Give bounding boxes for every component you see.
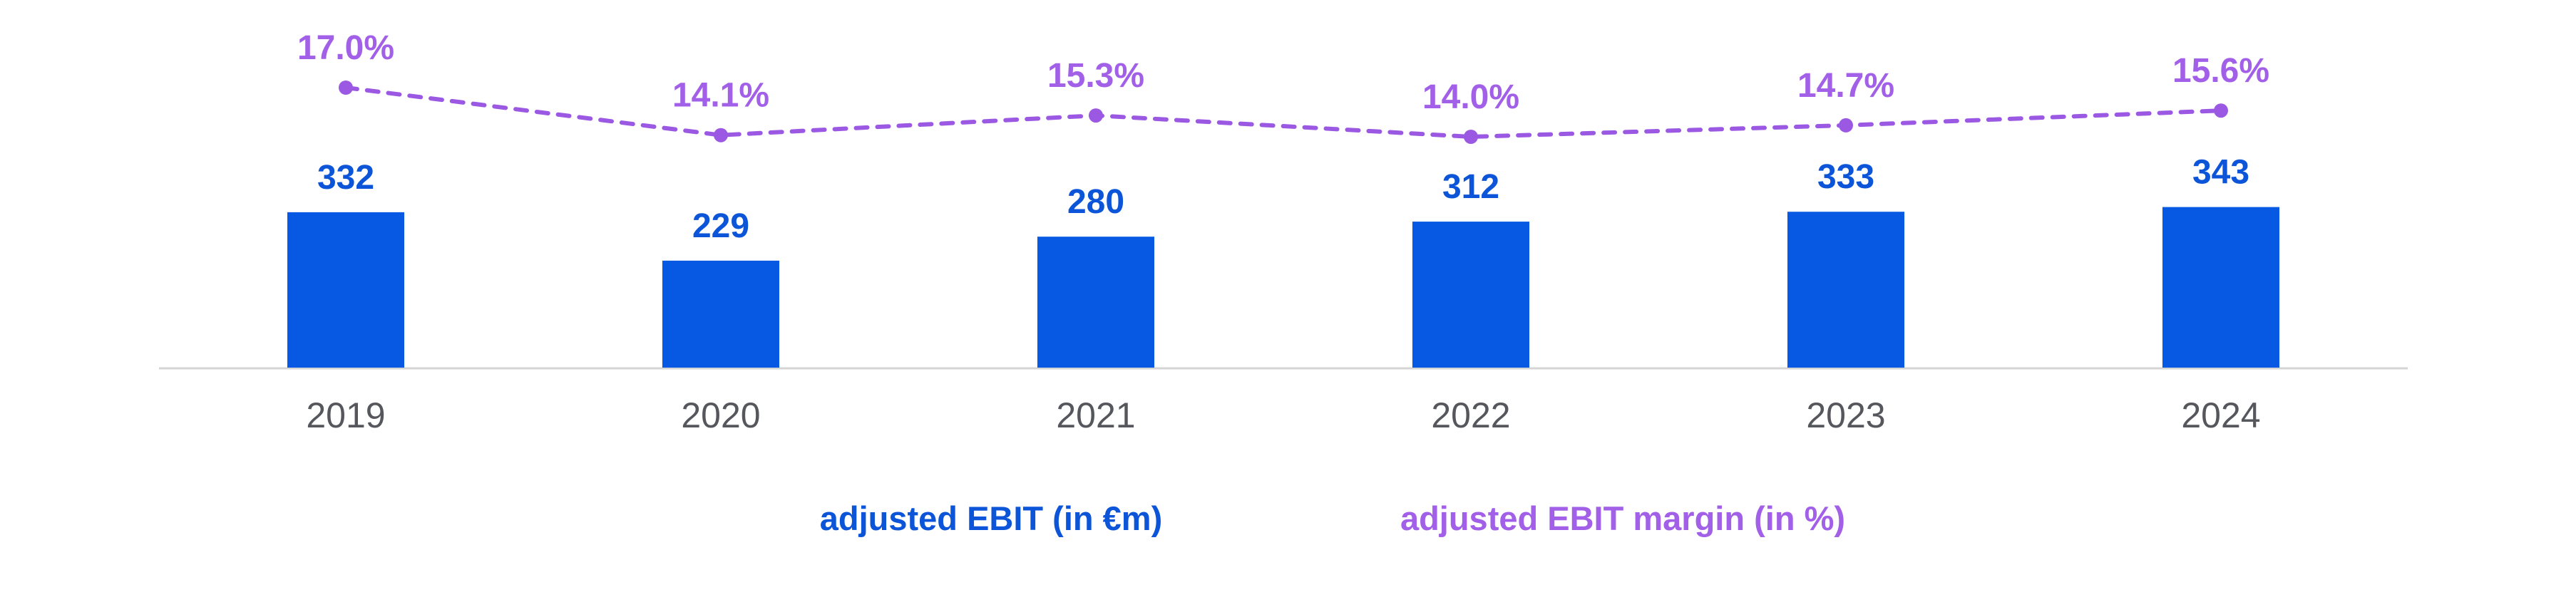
bar-value-label-2021: 280 bbox=[1067, 183, 1124, 221]
bar-2023 bbox=[1787, 212, 1904, 368]
margin-point-2023 bbox=[1839, 118, 1853, 133]
margin-point-2022 bbox=[1464, 130, 1478, 144]
bar-2021 bbox=[1037, 237, 1154, 368]
x-tick-label-2020: 2020 bbox=[681, 395, 760, 435]
bar-value-label-2022: 312 bbox=[1442, 168, 1499, 206]
x-tick-label-2024: 2024 bbox=[2181, 395, 2260, 435]
x-tick-label-2019: 2019 bbox=[306, 395, 385, 435]
bar-value-label-2024: 343 bbox=[2192, 154, 2249, 192]
margin-point-2019 bbox=[339, 81, 353, 95]
legend-adjusted-ebit-margin: adjusted EBIT margin (in %) bbox=[1400, 499, 1846, 537]
margin-label-2022: 14.0% bbox=[1422, 78, 1519, 116]
bar-2024 bbox=[2162, 207, 2279, 368]
x-tick-label-2021: 2021 bbox=[1056, 395, 1135, 435]
margin-label-2023: 14.7% bbox=[1797, 67, 1894, 105]
bar-2020 bbox=[662, 260, 779, 368]
margin-point-2024 bbox=[2214, 103, 2228, 118]
bar-2022 bbox=[1412, 222, 1529, 368]
margin-point-2020 bbox=[714, 128, 728, 142]
margin-dashed-line bbox=[344, 85, 2223, 139]
margin-label-2020: 14.1% bbox=[672, 77, 769, 115]
margin-label-2019: 17.0% bbox=[297, 29, 394, 67]
bar-value-label-2020: 229 bbox=[692, 207, 749, 245]
x-tick-label-2023: 2023 bbox=[1806, 395, 1885, 435]
margin-point-2021 bbox=[1089, 108, 1103, 123]
x-tick-label-2022: 2022 bbox=[1431, 395, 1510, 435]
bar-2019 bbox=[287, 212, 404, 368]
margin-label-2021: 15.3% bbox=[1047, 57, 1144, 95]
margin-label-2024: 15.6% bbox=[2172, 52, 2269, 90]
bar-value-label-2023: 333 bbox=[1817, 158, 1874, 196]
bar-value-label-2019: 332 bbox=[317, 159, 374, 197]
legend-adjusted-ebit: adjusted EBIT (in €m) bbox=[819, 499, 1163, 537]
